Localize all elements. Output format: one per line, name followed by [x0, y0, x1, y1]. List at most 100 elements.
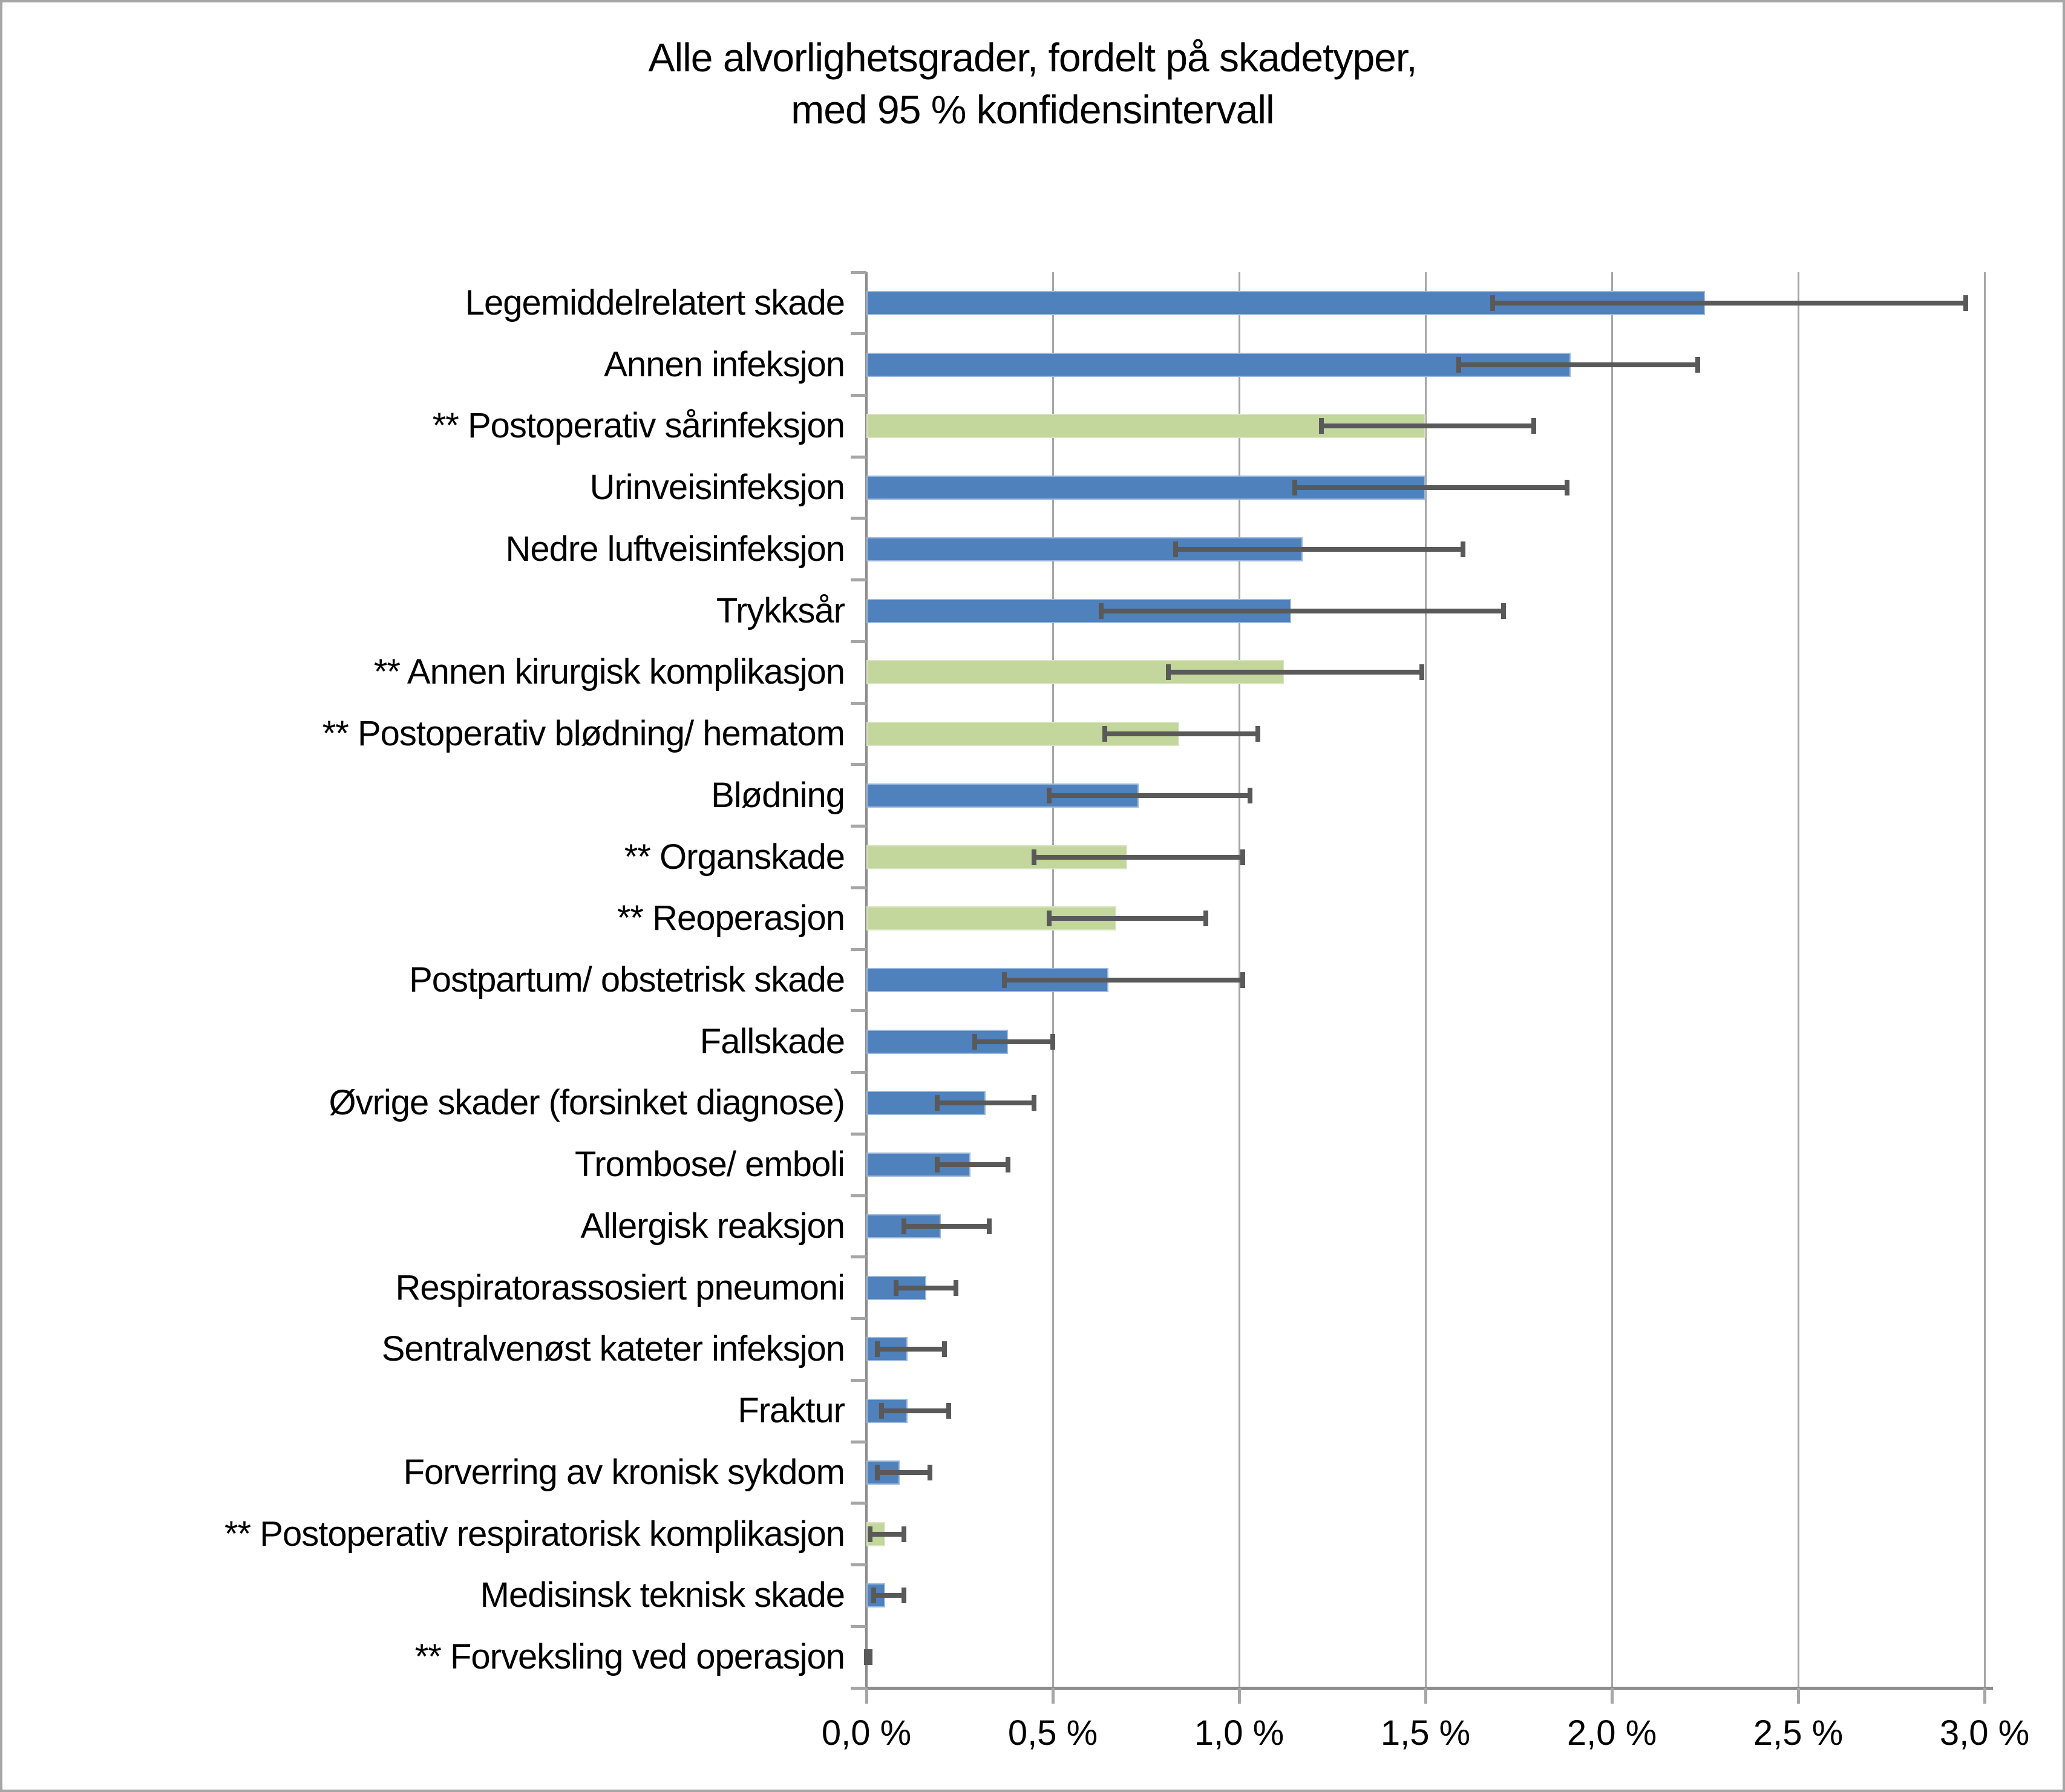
error-bar-line: [937, 1162, 1009, 1168]
error-bar-cap-high: [1565, 480, 1570, 496]
category-label: Annen infeksjon: [604, 344, 845, 384]
y-axis-tick: [851, 947, 866, 951]
gridline: [1797, 272, 1799, 1688]
error-bar-line: [1049, 916, 1206, 921]
category-label: Blødning: [711, 775, 845, 815]
y-axis-tick: [851, 1071, 866, 1074]
y-axis-tick: [851, 1563, 866, 1567]
y-axis-tick: [851, 393, 866, 397]
error-bar-cap-low: [864, 1649, 869, 1666]
error-bar-cap-low: [1165, 664, 1171, 681]
x-axis-tick: [1983, 1688, 1986, 1704]
error-bar-cap-high: [1963, 295, 1969, 311]
category-label: ** Postoperativ blødning/ hematom: [322, 714, 845, 754]
error-bar-cap-low: [901, 1218, 906, 1234]
error-bar-line: [874, 1593, 904, 1598]
category-label: Sentralvenøst kateter infeksjon: [381, 1329, 845, 1369]
y-axis-tick: [851, 1378, 866, 1382]
category-label: Fraktur: [738, 1391, 845, 1431]
category-label: ** Postoperativ respiratorisk komplikasj…: [224, 1514, 845, 1554]
error-bar-line: [1321, 423, 1534, 429]
y-axis-tick: [851, 455, 866, 459]
error-bar-cap-high: [1531, 418, 1536, 434]
x-axis-tick-label: 0,0 %: [821, 1713, 912, 1753]
category-label: Medisinsk teknisk skade: [480, 1575, 845, 1615]
chart-title: Alle alvorlighetsgrader, fordelt på skad…: [2, 31, 2063, 136]
error-bar-cap-low: [1102, 726, 1108, 742]
category-label: ** Reoperasjon: [617, 898, 845, 938]
y-axis-tick: [851, 517, 866, 520]
x-axis-tick-label: 1,0 %: [1194, 1713, 1284, 1753]
category-label: Fallskade: [699, 1021, 845, 1061]
error-bar-cap-high: [1240, 972, 1246, 988]
error-bar-cap-low: [1046, 911, 1052, 927]
y-axis-tick: [851, 1686, 866, 1690]
error-bar-line: [896, 1285, 956, 1290]
error-bar-line: [1492, 300, 1966, 306]
error-bar-cap-high: [901, 1588, 906, 1604]
error-bar-cap-high: [946, 1403, 951, 1419]
error-bar-cap-low: [1490, 295, 1495, 311]
error-bar-cap-high: [1255, 726, 1260, 742]
error-bar-cap-low: [935, 1157, 940, 1173]
category-label: ** Annen kirurgisk komplikasjon: [373, 652, 845, 692]
error-bar-cap-high: [1203, 911, 1208, 927]
error-bar-cap-low: [871, 1588, 877, 1604]
error-bar-cap-high: [1240, 849, 1246, 865]
error-bar-cap-high: [987, 1218, 992, 1234]
error-bar-cap-low: [972, 1033, 977, 1050]
error-bar-line: [1049, 793, 1251, 798]
x-axis-tick-label: 1,5 %: [1380, 1713, 1471, 1753]
error-bar-cap-low: [1173, 541, 1179, 557]
error-bar-line: [881, 1408, 949, 1414]
chart-title-line2: med 95 % konfidensintervall: [791, 87, 1274, 132]
y-axis-tick: [851, 270, 866, 274]
category-label: Øvrige skader (forsinket diagnose): [329, 1083, 845, 1123]
error-bar-cap-high: [1419, 664, 1424, 681]
error-bar-line: [1034, 854, 1243, 860]
error-bar-cap-high: [1006, 1157, 1011, 1173]
error-bar-cap-low: [1099, 603, 1104, 619]
error-bar-line: [937, 1100, 1035, 1106]
y-axis-tick: [851, 1502, 866, 1505]
x-axis-tick: [1796, 1688, 1800, 1704]
x-axis-line: [851, 1687, 1993, 1690]
error-bar-line: [1101, 608, 1504, 613]
category-label: Allergisk reaksjon: [580, 1206, 845, 1246]
y-axis-tick: [851, 1440, 866, 1444]
x-axis-tick: [865, 1688, 868, 1704]
error-bar-cap-high: [1032, 1095, 1037, 1111]
category-label: ** Organskade: [624, 837, 845, 877]
gridline: [1611, 272, 1613, 1688]
error-bar-line: [974, 1039, 1053, 1044]
error-bar-line: [870, 1531, 904, 1537]
error-bar-line: [877, 1347, 945, 1352]
y-axis-tick: [851, 825, 866, 828]
error-bar-cap-low: [1318, 418, 1324, 434]
error-bar-cap-low: [875, 1341, 880, 1358]
error-bar-cap-low: [875, 1464, 880, 1480]
bar: [866, 1153, 971, 1177]
error-bar-cap-high: [1248, 787, 1253, 803]
error-bar-cap-low: [1001, 972, 1007, 988]
y-axis-tick: [851, 1009, 866, 1013]
error-bar-line: [1105, 731, 1258, 737]
error-bar-cap-high: [1460, 541, 1465, 557]
y-axis-tick: [851, 886, 866, 889]
x-axis-tick-label: 2,5 %: [1753, 1713, 1844, 1753]
error-bar-cap-high: [927, 1464, 932, 1480]
category-label: Trombose/ emboli: [574, 1145, 845, 1185]
category-label: Urinveisinfeksjon: [589, 468, 845, 508]
bar: [866, 352, 1571, 377]
category-label: Respiratorassosiert pneumoni: [395, 1267, 845, 1307]
x-axis-tick: [1610, 1688, 1614, 1704]
y-axis-tick: [851, 763, 866, 767]
error-bar-cap-high: [868, 1649, 873, 1666]
error-bar-cap-high: [1050, 1033, 1055, 1050]
category-label: Postpartum/ obstetrisk skade: [409, 960, 845, 999]
x-axis-tick: [1237, 1688, 1241, 1704]
error-bar-cap-high: [901, 1526, 906, 1542]
bar: [866, 845, 1128, 869]
y-axis-tick: [851, 639, 866, 643]
gridline: [1983, 272, 1986, 1688]
